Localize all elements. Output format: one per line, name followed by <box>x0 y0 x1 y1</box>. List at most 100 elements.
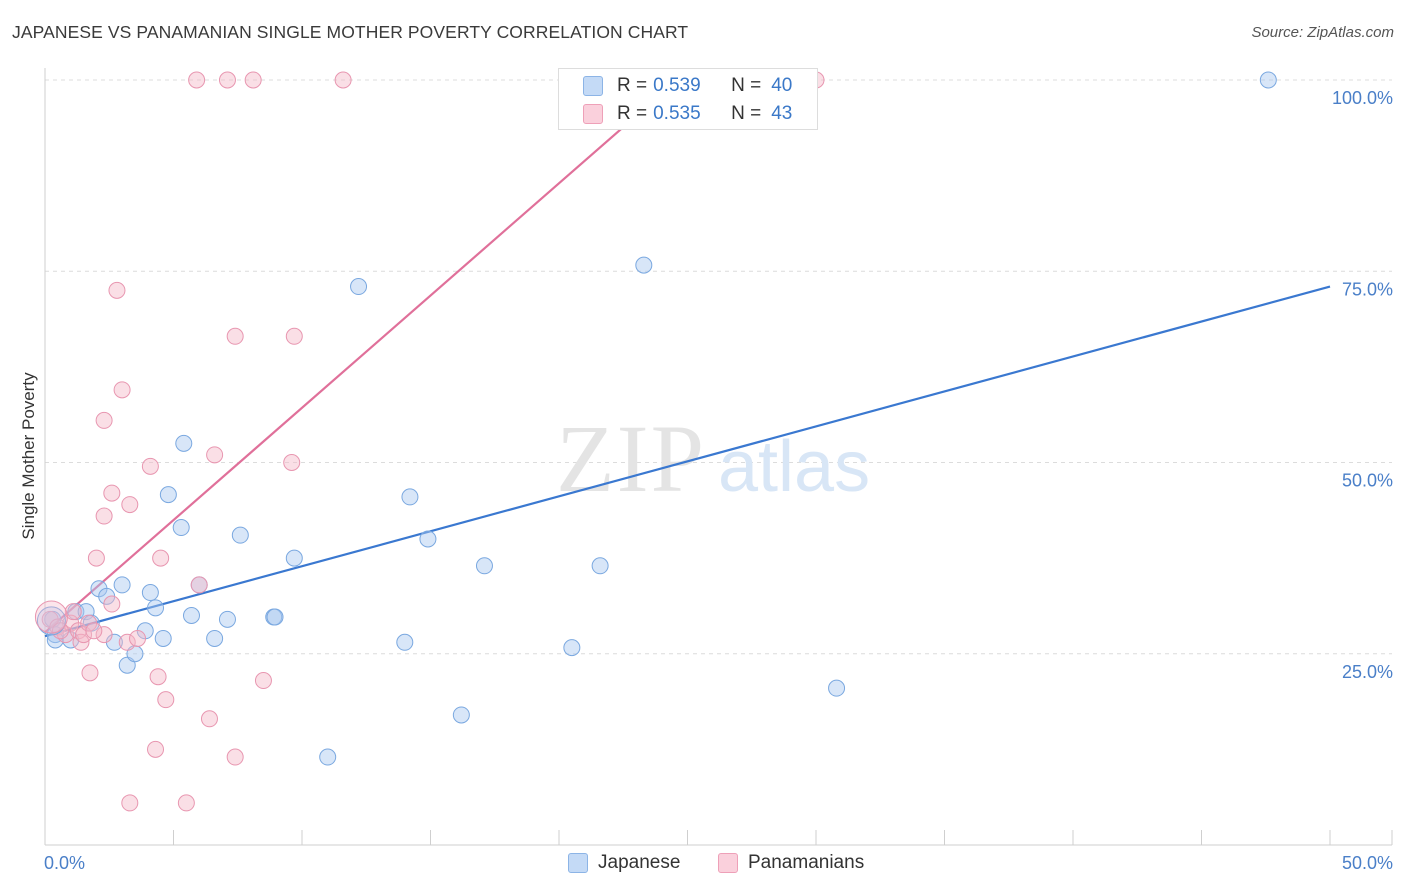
japanese-point <box>175 434 193 452</box>
panamanian-point <box>149 668 167 686</box>
japanese-point <box>266 608 284 626</box>
japanese-point <box>231 526 249 544</box>
panamanian-point <box>334 71 352 89</box>
panamanian-point <box>85 622 103 640</box>
y-tick-label: 75.0% <box>1342 279 1393 299</box>
stats-row-panamanians: R = 0.535 N = 43 <box>583 101 793 127</box>
r-value: 0.535 <box>653 103 701 124</box>
japanese-point <box>141 584 159 602</box>
panamanian-point <box>113 381 131 399</box>
panamanian-point <box>157 691 175 709</box>
grid <box>45 79 1392 655</box>
legend-label-japanese: Japanese <box>598 852 681 873</box>
panamanian-point <box>226 748 244 766</box>
watermark-atlas: atlas <box>718 427 870 507</box>
panamanians-legend-swatch <box>718 853 738 873</box>
n-label: N = <box>731 103 762 124</box>
panamanian-point <box>129 629 147 647</box>
japanese-point <box>591 557 609 575</box>
panamanian-point <box>285 327 303 345</box>
japanese-point <box>206 629 224 647</box>
stats-row-japanese: R = 0.539 N = 40 <box>583 73 793 99</box>
panamanian-point <box>152 549 170 567</box>
japanese-point <box>46 631 64 649</box>
japanese-point <box>475 557 493 575</box>
panamanian-point <box>177 794 195 812</box>
source-label: Source: ZipAtlas.com <box>1251 24 1394 41</box>
y-axis-label: Single Mother Poverty <box>19 372 38 540</box>
japanese-point <box>154 629 172 647</box>
japanese-point <box>285 549 303 567</box>
legend: Japanese Panamanians <box>0 852 1406 878</box>
panamanian-point <box>200 710 218 728</box>
r-value: 0.539 <box>653 75 701 96</box>
watermark-zip: ZIP <box>556 405 706 512</box>
legend-item-panamanians[interactable]: Panamanians <box>718 852 864 874</box>
chart-title: JAPANESE VS PANAMANIAN SINGLE MOTHER POV… <box>12 22 689 42</box>
panamanian-point <box>226 327 244 345</box>
panamanian-point <box>108 281 126 299</box>
series-panamanians <box>41 71 825 812</box>
panamanian-point <box>95 507 113 525</box>
japanese-point <box>401 488 419 506</box>
japanese-point <box>635 256 653 274</box>
panamanian-point <box>64 603 82 621</box>
panamanian-point <box>190 576 208 594</box>
japanese-point <box>563 639 581 657</box>
n-label: N = <box>731 75 762 96</box>
japanese-point <box>113 576 131 594</box>
panamanian-point <box>206 446 224 464</box>
y-tick-label: 50.0% <box>1342 471 1393 491</box>
japanese-point <box>182 607 200 624</box>
trend-lines <box>44 79 1331 638</box>
japanese-point <box>1259 71 1277 89</box>
japanese-point <box>319 748 337 766</box>
r-label: R = <box>617 103 648 124</box>
japanese-legend-swatch <box>568 853 588 873</box>
japanese-point <box>419 530 437 548</box>
panamanian-point <box>283 454 301 471</box>
panamanian-point <box>147 740 165 758</box>
panamanian-point <box>118 633 136 651</box>
japanese-point <box>218 610 236 628</box>
panamanian-point <box>103 484 121 502</box>
japanese-point <box>350 278 368 296</box>
x-tick-label-start: 0.0% <box>44 853 85 873</box>
legend-label-panamanians: Panamanians <box>748 852 865 873</box>
panamanian-point <box>121 794 139 812</box>
japanese-point <box>172 519 190 537</box>
tick-labels: 25.0% 50.0% 75.0% 100.0% 0.0% 50.0% <box>44 88 1393 873</box>
japanese-point <box>147 599 165 617</box>
japanese-swatch <box>583 76 603 96</box>
trend-line-japanese <box>44 285 1331 638</box>
panamanian-point <box>218 71 236 89</box>
x-tick-label-end: 50.0% <box>1342 853 1393 873</box>
r-label: R = <box>617 75 648 96</box>
japanese-point <box>159 486 177 504</box>
n-value: 43 <box>771 103 793 124</box>
panamanian-point <box>87 549 105 567</box>
panamanian-point <box>95 411 113 429</box>
watermark: ZIP atlas <box>556 405 870 512</box>
japanese-point <box>396 633 414 651</box>
y-tick-label: 25.0% <box>1342 662 1393 682</box>
n-value: 40 <box>771 75 793 96</box>
panamanian-point <box>121 496 139 514</box>
panamanian-point <box>254 672 272 690</box>
japanese-cluster-point <box>36 606 66 636</box>
panamanians-swatch <box>583 104 603 124</box>
series-japanese <box>44 71 1277 766</box>
axes <box>44 68 1393 846</box>
trend-line-panamanians <box>44 79 678 634</box>
legend-item-japanese[interactable]: Japanese <box>568 852 680 874</box>
panamanian-point <box>141 457 159 475</box>
panamanian-point <box>188 71 206 89</box>
japanese-point <box>452 706 470 724</box>
y-tick-label: 100.0% <box>1332 88 1393 108</box>
panamanian-point <box>95 626 113 644</box>
panamanian-point <box>103 595 121 613</box>
panamanian-point <box>244 71 262 89</box>
stats-legend: R = 0.539 N = 40 R = 0.535 N = 43 <box>558 68 818 130</box>
panamanian-point <box>81 664 99 682</box>
